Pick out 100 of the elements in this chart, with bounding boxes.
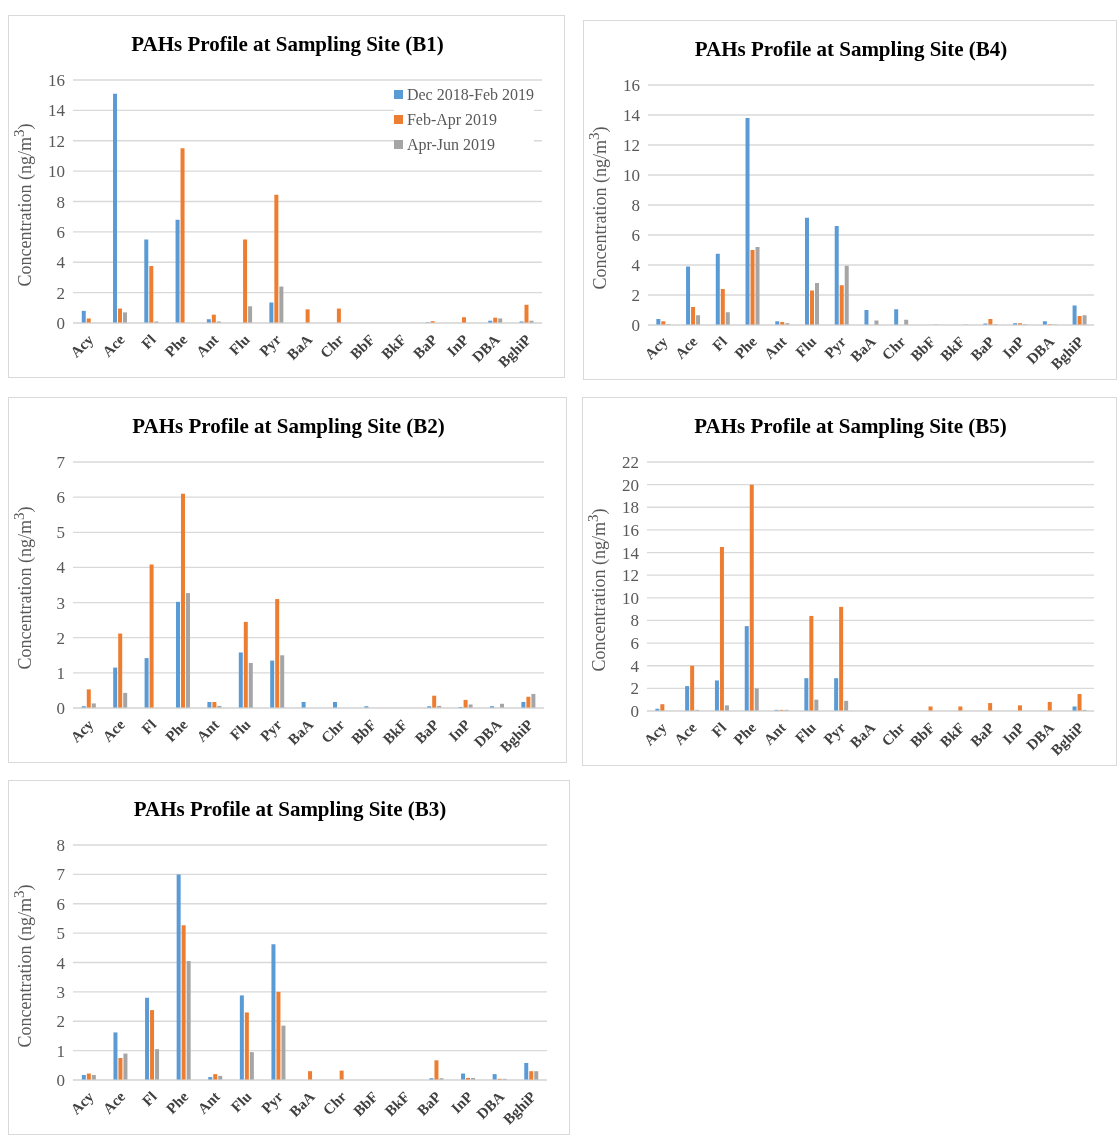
x-tick-label: Flu — [227, 1088, 255, 1116]
legend-label: Apr-Jun 2019 — [406, 135, 496, 156]
y-tick-label: 4 — [630, 656, 640, 676]
x-tick-label: Ant — [194, 1088, 223, 1117]
y-tick-label: 6 — [56, 894, 65, 914]
x-tick-label: Acy — [67, 331, 97, 361]
y-tick-label: 0 — [630, 702, 639, 722]
y-tick-label: 0 — [56, 699, 65, 719]
x-tick-label: Chr — [878, 719, 909, 750]
x-tick-label: Ace — [671, 719, 700, 748]
x-tick-label: Fl — [138, 331, 159, 353]
x-tick-label: Ant — [761, 333, 790, 362]
x-tick-label: BaP — [411, 716, 442, 747]
y-tick-label: 8 — [56, 836, 65, 856]
y-tick-label: 16 — [48, 71, 65, 91]
x-tick-label: BaA — [286, 1088, 318, 1120]
y-tick-label: 14 — [623, 106, 641, 126]
y-tick-label: 4 — [56, 558, 66, 578]
y-tick-label: 2 — [56, 628, 65, 648]
y-tick-label: 14 — [622, 543, 640, 563]
x-tick-label: BaP — [414, 1088, 445, 1119]
x-tick-label: Flu — [226, 331, 253, 359]
y-tick-label: 4 — [56, 253, 66, 273]
x-tick-label: Ace — [99, 331, 128, 360]
x-tick-label: Ace — [99, 1088, 129, 1117]
y-tick-label: 10 — [622, 588, 639, 608]
x-tick-label: BaP — [410, 331, 441, 362]
x-tick-label: Pyr — [256, 331, 285, 360]
y-tick-label: 12 — [622, 566, 639, 586]
y-tick-label: 2 — [631, 286, 640, 306]
x-tick-label: BaA — [283, 331, 316, 363]
y-tick-label: 0 — [56, 314, 65, 334]
x-tick-label: Phe — [730, 719, 760, 748]
x-tick-label: Fl — [709, 333, 731, 355]
chart-title: PAHs Profile at Sampling Site (B2) — [131, 414, 446, 439]
y-tick-label: 0 — [631, 316, 640, 336]
y-tick-label: 0 — [56, 1071, 65, 1091]
x-tick-label: Acy — [67, 716, 97, 746]
x-tick-label: Pyr — [258, 1088, 287, 1117]
x-tick-label: Phe — [162, 716, 191, 745]
y-tick-label: 12 — [48, 131, 65, 151]
x-tick-label: BaP — [967, 719, 998, 750]
x-tick-label: BaP — [967, 333, 998, 364]
y-tick-label: 5 — [56, 924, 65, 944]
y-tick-label: 1 — [56, 663, 65, 683]
y-tick-label: 10 — [48, 162, 65, 182]
x-tick-label: Acy — [67, 1088, 97, 1118]
x-tick-label: Fl — [138, 716, 160, 738]
x-tick-label: Acy — [641, 333, 671, 363]
chart-title: PAHs Profile at Sampling Site (B5) — [693, 414, 1008, 439]
y-tick-label: 10 — [623, 166, 640, 186]
y-tick-label: 1 — [56, 1041, 65, 1061]
legend-label: Feb-Apr 2019 — [406, 110, 498, 131]
y-tick-label: 5 — [56, 523, 65, 543]
y-tick-label: 16 — [623, 76, 640, 96]
x-tick-label: BaA — [284, 716, 317, 748]
x-tick-label: InP — [445, 716, 474, 745]
x-tick-label: Flu — [792, 719, 819, 747]
y-tick-label: 8 — [630, 611, 639, 631]
x-tick-label: Acy — [640, 719, 671, 749]
x-tick-label: Phe — [162, 1088, 192, 1117]
chart-title: PAHs Profile at Sampling Site (B1) — [130, 32, 445, 57]
x-tick-label: Phe — [731, 333, 761, 362]
x-tick-label: Chr — [316, 331, 347, 362]
y-tick-label: 16 — [622, 520, 639, 540]
x-tick-label: Flu — [792, 333, 820, 361]
x-tick-label: Ant — [193, 331, 222, 360]
y-tick-label: 8 — [631, 196, 640, 216]
x-tick-label: Chr — [318, 716, 348, 747]
chart-title: PAHs Profile at Sampling Site (B4) — [693, 37, 1009, 62]
x-tick-label: Ant — [193, 716, 223, 745]
y-tick-label: 18 — [622, 498, 639, 518]
y-tick-label: 6 — [56, 488, 65, 508]
x-tick-label: Pyr — [821, 333, 850, 362]
x-tick-label: BaA — [847, 333, 879, 365]
y-tick-label: 20 — [622, 475, 639, 495]
y-tick-label: 3 — [56, 982, 65, 1002]
x-tick-label: Flu — [226, 716, 254, 744]
x-tick-label: InP — [447, 1088, 476, 1117]
legend-label: Dec 2018-Feb 2019 — [406, 85, 534, 105]
y-tick-label: 6 — [631, 226, 640, 246]
x-tick-label: Fl — [708, 719, 730, 741]
x-tick-label: Ace — [99, 716, 129, 745]
y-tick-label: 14 — [48, 101, 66, 121]
chart-title: PAHs Profile at Sampling Site (B3) — [132, 797, 448, 822]
y-tick-label: 7 — [56, 453, 66, 473]
y-tick-label: 22 — [622, 453, 639, 473]
x-tick-label: Pyr — [257, 716, 286, 745]
y-tick-label: 8 — [56, 192, 65, 212]
y-tick-label: 4 — [56, 953, 66, 973]
x-tick-label: Pyr — [820, 719, 849, 748]
x-tick-label: Phe — [161, 331, 191, 360]
y-tick-label: 6 — [56, 222, 65, 242]
x-tick-label: Ant — [760, 719, 789, 748]
x-tick-label: Chr — [319, 1088, 350, 1119]
y-tick-label: 4 — [631, 256, 641, 276]
y-tick-label: 12 — [623, 136, 640, 156]
y-tick-label: 2 — [56, 1012, 65, 1032]
x-tick-label: Fl — [139, 1088, 160, 1110]
y-tick-label: 2 — [56, 283, 65, 303]
